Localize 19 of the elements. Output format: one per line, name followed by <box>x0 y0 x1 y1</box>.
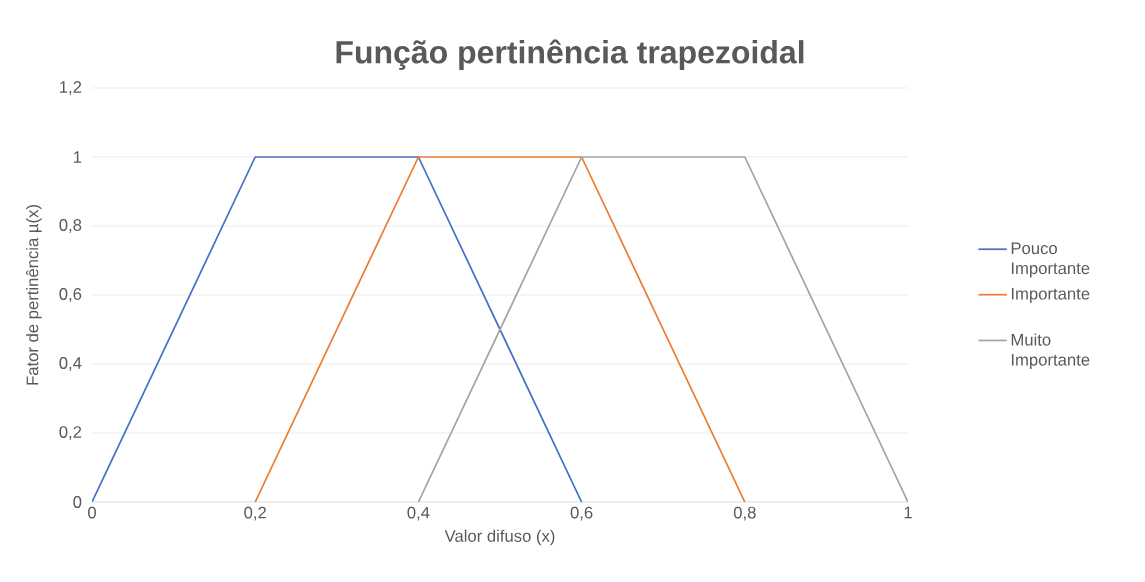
x-tick-label: 0,4 <box>407 506 430 521</box>
x-axis-title: Valor difuso (x) <box>444 529 555 546</box>
y-axis-title: Fator de pertinência µ(x) <box>26 205 42 385</box>
x-tick-label: 0,6 <box>570 506 593 521</box>
x-tick-label: 0,2 <box>244 506 266 521</box>
y-tick-label: 0,2 <box>59 426 82 440</box>
y-tick-label: 0 <box>73 496 82 508</box>
y-tick-label: 0,6 <box>59 288 82 302</box>
legend-label: Importante <box>1011 287 1090 303</box>
x-tick-label: 0 <box>88 506 96 519</box>
legend-label: Pouco Importante <box>1011 242 1090 278</box>
x-tick-label: 0,8 <box>733 506 756 521</box>
chart-title: Função pertinência trapezoidal <box>336 39 804 70</box>
y-tick-label: 0,8 <box>59 219 82 233</box>
legend-label: Muito Importante <box>1011 333 1090 369</box>
y-tick-label: 1 <box>73 151 82 163</box>
y-tick-label: 1,2 <box>60 81 82 95</box>
y-tick-label: 0,4 <box>59 357 82 371</box>
x-tick-label: 1 <box>904 506 912 519</box>
